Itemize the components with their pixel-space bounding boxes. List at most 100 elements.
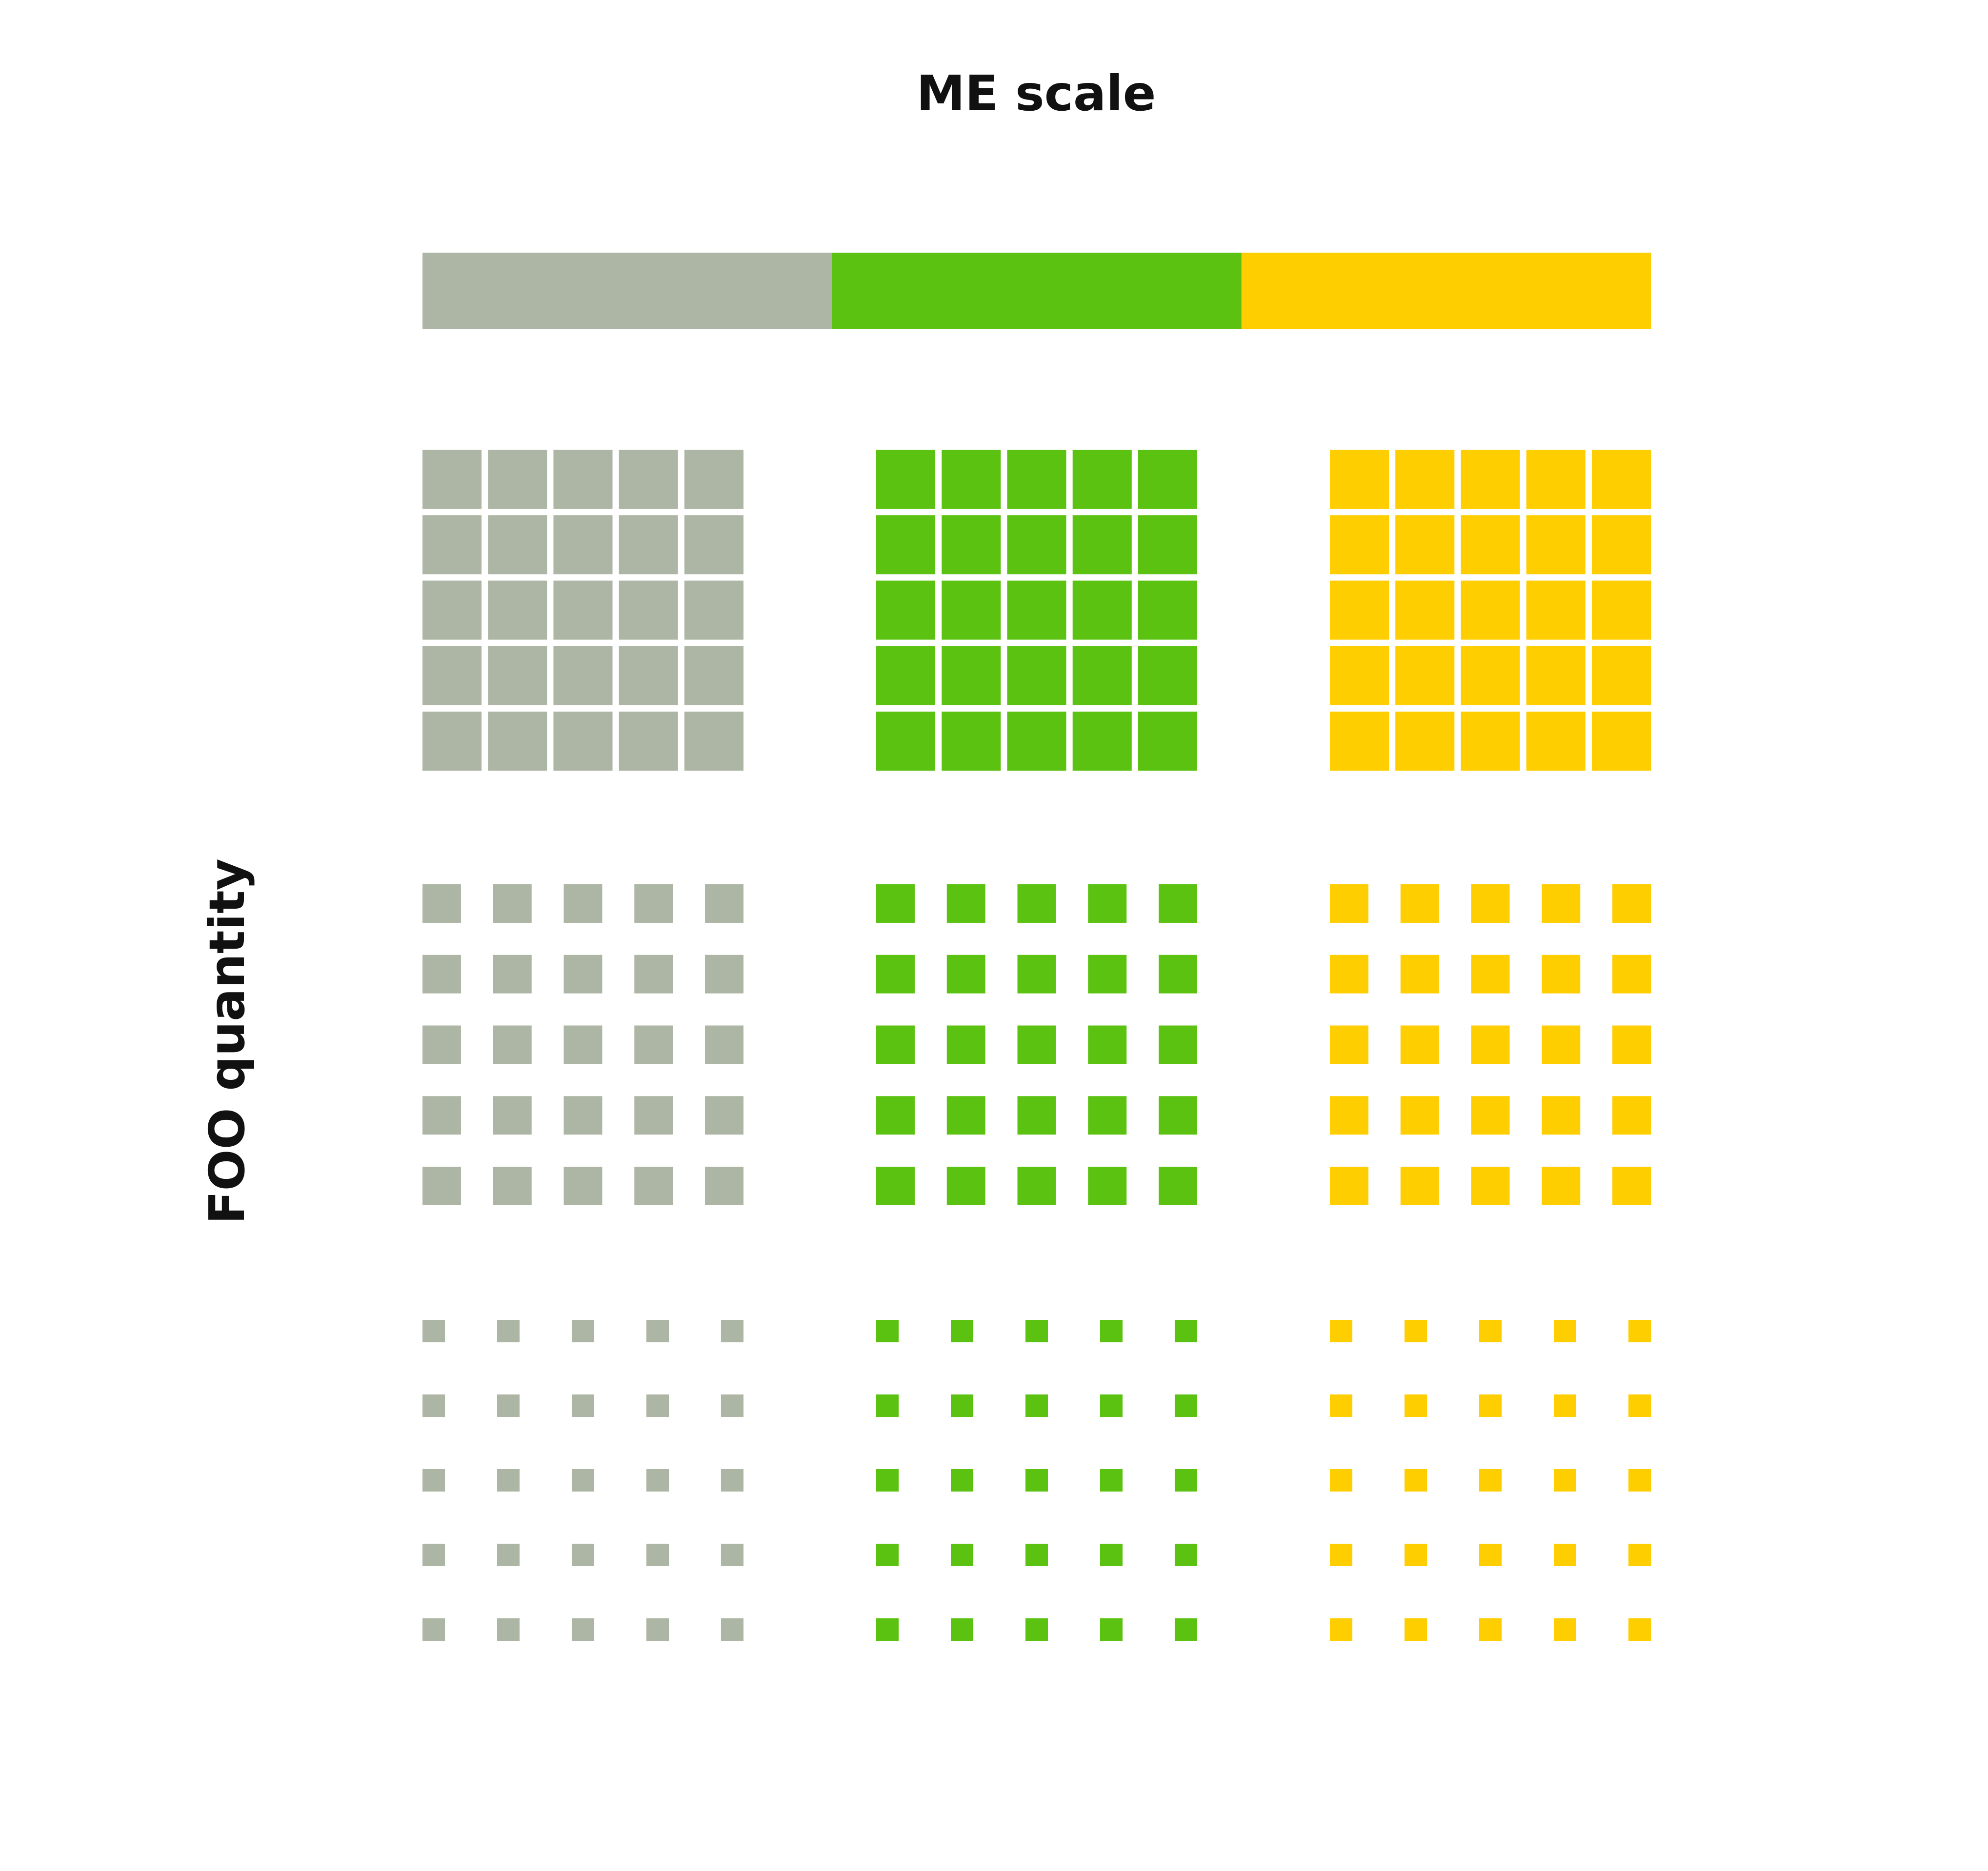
grid-square bbox=[1591, 450, 1651, 509]
grid-square bbox=[1088, 884, 1127, 923]
grid-square bbox=[1479, 1543, 1502, 1567]
grid-square bbox=[684, 450, 743, 509]
grid-square bbox=[1159, 1025, 1197, 1064]
grid-square bbox=[946, 1167, 985, 1205]
grid-square bbox=[1628, 1543, 1651, 1567]
grid-block-high-green bbox=[876, 450, 1197, 771]
diagram-title: ME scale bbox=[916, 65, 1156, 122]
scale-bar-segment-yellow bbox=[1241, 253, 1651, 329]
grid-square bbox=[1404, 1543, 1427, 1567]
grid-square bbox=[493, 884, 532, 923]
grid-square bbox=[493, 1167, 532, 1205]
grid-square bbox=[1330, 1543, 1353, 1567]
grid-square bbox=[497, 1618, 520, 1641]
grid-square bbox=[950, 1394, 974, 1417]
grid-square bbox=[1174, 1394, 1197, 1417]
grid-square bbox=[1526, 515, 1586, 575]
grid-square bbox=[1471, 884, 1510, 923]
grid-square bbox=[1400, 1096, 1439, 1135]
grid-square bbox=[646, 1543, 669, 1567]
grid-square bbox=[1100, 1394, 1123, 1417]
grid-square bbox=[1088, 1096, 1127, 1135]
grid-square bbox=[1072, 646, 1132, 705]
grid-square bbox=[1553, 1320, 1577, 1343]
grid-square bbox=[1628, 1469, 1651, 1492]
grid-square bbox=[1461, 580, 1520, 640]
grid-square bbox=[488, 515, 547, 575]
grid-square bbox=[422, 711, 482, 771]
grid-square bbox=[422, 1394, 445, 1417]
grid-square bbox=[1461, 711, 1520, 771]
grid-square bbox=[646, 1320, 669, 1343]
grid-square bbox=[705, 884, 743, 923]
square-grid-matrix bbox=[422, 450, 1651, 1641]
grid-square bbox=[684, 580, 743, 640]
grid-square bbox=[942, 580, 1001, 640]
grid-square bbox=[1100, 1320, 1123, 1343]
grid-square bbox=[876, 515, 936, 575]
grid-square bbox=[876, 955, 915, 994]
grid-square bbox=[1007, 515, 1066, 575]
grid-square bbox=[1471, 1025, 1510, 1064]
grid-square bbox=[1330, 1618, 1353, 1641]
grid-square bbox=[497, 1394, 520, 1417]
grid-square bbox=[705, 1167, 743, 1205]
grid-square bbox=[1542, 1025, 1581, 1064]
grid-square bbox=[422, 884, 461, 923]
grid-square bbox=[1591, 580, 1651, 640]
grid-square bbox=[950, 1618, 974, 1641]
grid-square bbox=[942, 646, 1001, 705]
grid-square bbox=[1007, 711, 1066, 771]
grid-square bbox=[946, 1025, 985, 1064]
grid-square bbox=[1007, 580, 1066, 640]
grid-square bbox=[684, 646, 743, 705]
grid-square bbox=[1138, 646, 1197, 705]
grid-square bbox=[946, 1096, 985, 1135]
grid-square bbox=[1404, 1469, 1427, 1492]
grid-square bbox=[488, 646, 547, 705]
grid-square bbox=[1526, 646, 1586, 705]
grid-square bbox=[1330, 450, 1389, 509]
grid-square bbox=[634, 884, 673, 923]
grid-square bbox=[876, 1394, 899, 1417]
grid-square bbox=[950, 1469, 974, 1492]
grid-square bbox=[1100, 1543, 1123, 1567]
grid-square bbox=[705, 1096, 743, 1135]
grid-square bbox=[1553, 1543, 1577, 1567]
grid-square bbox=[619, 646, 678, 705]
grid-square bbox=[497, 1469, 520, 1492]
grid-square bbox=[1461, 646, 1520, 705]
grid-square bbox=[563, 884, 602, 923]
grid-square bbox=[422, 955, 461, 994]
grid-block-high-yellow bbox=[1330, 450, 1651, 771]
grid-square bbox=[1479, 1320, 1502, 1343]
grid-square bbox=[1025, 1394, 1048, 1417]
grid-square bbox=[422, 1167, 461, 1205]
grid-square bbox=[1395, 646, 1455, 705]
grid-square bbox=[684, 515, 743, 575]
grid-square bbox=[1612, 1167, 1651, 1205]
grid-square bbox=[1159, 884, 1197, 923]
grid-square bbox=[876, 450, 936, 509]
grid-square bbox=[1471, 1167, 1510, 1205]
grid-square bbox=[422, 1469, 445, 1492]
grid-square bbox=[1542, 884, 1581, 923]
grid-square bbox=[1400, 1025, 1439, 1064]
grid-square bbox=[571, 1320, 595, 1343]
grid-square bbox=[705, 955, 743, 994]
grid-square bbox=[1479, 1469, 1502, 1492]
grid-square bbox=[553, 515, 613, 575]
scale-bar-segment-gray bbox=[422, 253, 832, 329]
grid-square bbox=[497, 1543, 520, 1567]
grid-square bbox=[1017, 884, 1056, 923]
grid-square bbox=[721, 1320, 743, 1343]
grid-square bbox=[553, 646, 613, 705]
grid-square bbox=[1017, 1025, 1056, 1064]
grid-square bbox=[1461, 515, 1520, 575]
grid-block-medium-gray bbox=[422, 884, 743, 1205]
grid-square bbox=[1330, 1167, 1368, 1205]
grid-square bbox=[705, 1025, 743, 1064]
grid-square bbox=[1072, 580, 1132, 640]
grid-square bbox=[422, 1618, 445, 1641]
